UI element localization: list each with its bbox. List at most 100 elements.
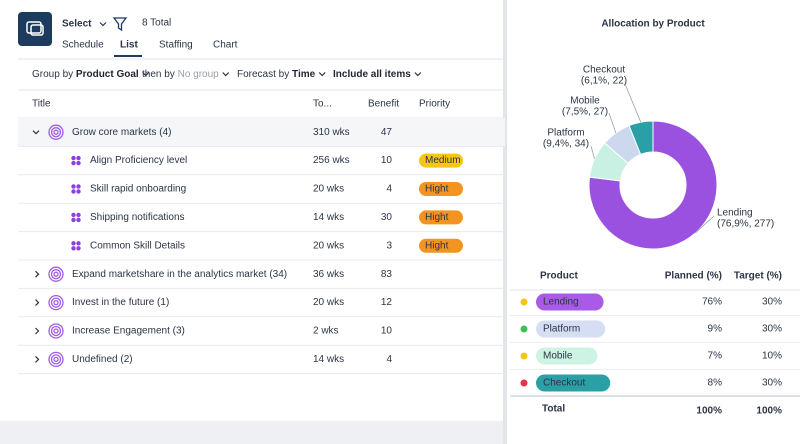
goal-icon — [53, 129, 59, 135]
planned-value: 9% — [708, 324, 723, 335]
leader-line — [608, 112, 617, 134]
product-name[interactable]: Lending — [543, 297, 579, 308]
filter-label: then by — [142, 69, 178, 80]
priority-pill — [419, 210, 463, 225]
group-title[interactable]: Undefined (2) — [72, 354, 133, 365]
priority-pill — [419, 182, 463, 196]
leader-line — [624, 83, 642, 123]
chevron[interactable] — [222, 72, 230, 77]
group-total: 36 wks — [313, 269, 344, 280]
item-title[interactable]: Skill rapid onboarding — [90, 184, 186, 195]
status-dot — [520, 379, 528, 387]
chevron[interactable] — [99, 22, 107, 27]
group-total: 2 wks — [313, 326, 339, 337]
item-icon — [76, 160, 81, 166]
chevron[interactable] — [142, 72, 150, 77]
group-title[interactable]: Increase Engagement (3) — [72, 326, 185, 337]
item-icon — [71, 246, 76, 251]
total-planned: 100% — [696, 406, 722, 417]
group-title[interactable]: Invest in the future (1) — [72, 297, 169, 308]
goal-icon — [50, 325, 62, 337]
item-total: 20 wks — [313, 240, 344, 251]
item-icon — [76, 155, 81, 161]
product-pill[interactable] — [536, 293, 604, 311]
toolbar-filter[interactable]: Group by Product Goal — [32, 69, 139, 80]
item-title[interactable]: Shipping notifications — [90, 212, 185, 223]
priority-label: Hight — [425, 212, 449, 223]
toolbar-filter[interactable]: Forecast by Time — [237, 69, 316, 80]
item-benefit: 4 — [386, 184, 392, 195]
group-total: 14 wks — [313, 354, 344, 365]
chart-title: Allocation by Product — [601, 19, 705, 30]
product-pill[interactable] — [536, 347, 598, 365]
product-name[interactable]: Checkout — [543, 378, 585, 389]
tab[interactable]: List — [120, 40, 138, 51]
app-icon — [18, 12, 52, 46]
goal-icon — [50, 354, 62, 365]
donut-slice[interactable] — [588, 120, 718, 250]
filter-label: Forecast by — [237, 69, 292, 80]
product-pill[interactable] — [536, 374, 611, 392]
donut-slice[interactable] — [628, 120, 654, 156]
chevron[interactable] — [35, 270, 40, 278]
group-benefit: 12 — [381, 297, 393, 308]
product-name[interactable]: Mobile — [543, 351, 573, 362]
item-icon — [71, 212, 76, 218]
chevron[interactable] — [35, 355, 40, 363]
chevron[interactable] — [35, 299, 40, 307]
slice-label: Mobile — [570, 96, 600, 107]
item-icon — [71, 184, 76, 189]
column-header: Planned (%) — [665, 271, 722, 282]
goal-icon — [53, 299, 59, 306]
group-title[interactable]: Expand marketshare in the analytics mark… — [72, 269, 287, 280]
header-title[interactable]: Select — [62, 19, 92, 30]
tab[interactable]: Staffing — [159, 40, 193, 51]
slice-label: Lending — [717, 208, 753, 219]
toolbar-filter[interactable]: then by No group — [142, 69, 219, 80]
slice-value: (76,9%, 277) — [717, 219, 774, 230]
filter-value: Include all items — [333, 69, 411, 80]
total-target: 100% — [756, 406, 782, 417]
product-name[interactable]: Platform — [543, 324, 580, 335]
item-title[interactable]: Align Proficiency level — [90, 155, 187, 166]
item-title[interactable]: Common Skill Details — [90, 240, 185, 251]
tab[interactable]: Chart — [213, 40, 238, 51]
target-value: 30% — [762, 378, 782, 389]
chevron[interactable] — [414, 72, 422, 77]
item-icon — [71, 189, 76, 194]
tab[interactable]: Schedule — [62, 40, 104, 51]
goal-icon — [48, 124, 64, 140]
group-benefit: 4 — [386, 354, 392, 365]
column-header: Product — [540, 271, 578, 282]
row-highlight — [18, 118, 505, 147]
priority-label: Hight — [425, 240, 449, 251]
group-benefit: 47 — [381, 127, 393, 138]
chevron[interactable] — [318, 72, 326, 77]
group-title[interactable]: Grow core markets (4) — [72, 127, 171, 138]
leader-line — [590, 145, 595, 160]
leader-line — [695, 215, 715, 234]
chevron[interactable] — [32, 130, 40, 135]
chevron[interactable] — [35, 327, 40, 335]
toolbar-filter[interactable]: Include all items — [333, 69, 411, 80]
goal-icon — [53, 328, 59, 334]
item-icon — [76, 246, 81, 251]
filter-icon[interactable] — [112, 17, 128, 32]
item-benefit: 3 — [386, 240, 392, 251]
total-label: Total — [542, 404, 565, 415]
priority-label: Hight — [425, 184, 449, 195]
product-pill[interactable] — [536, 320, 606, 338]
slice-value: (7,5%, 27) — [562, 107, 608, 118]
status-dot — [520, 352, 528, 360]
target-value: 10% — [762, 351, 782, 362]
goal-icon — [48, 294, 64, 311]
goal-icon — [48, 351, 64, 368]
item-total: 20 wks — [313, 184, 344, 195]
column-header: Benefit — [368, 99, 399, 110]
column-header: Target (%) — [734, 271, 782, 282]
item-icon — [71, 217, 76, 223]
goal-icon — [48, 323, 64, 339]
column-header: To... — [313, 99, 332, 110]
item-total: 256 wks — [313, 155, 350, 166]
item-icon — [76, 217, 81, 223]
